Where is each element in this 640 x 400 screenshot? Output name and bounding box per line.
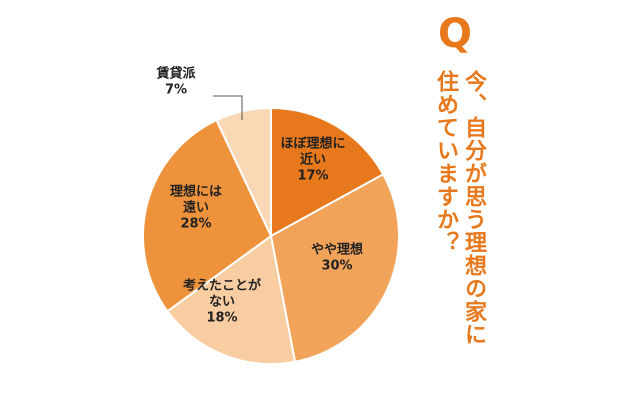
slice-value-label: 28% — [180, 217, 211, 232]
slice-category-label: 理想には — [170, 184, 222, 200]
pie-slice-4 — [142, 118, 273, 313]
slice-category-label: 近い — [300, 152, 326, 168]
slice-category-label: やや理想 — [311, 242, 363, 258]
question-text-line-2: 住めていますか？ — [433, 70, 458, 254]
slice-value-label: 17% — [297, 169, 328, 184]
pie-slice-3 — [166, 234, 297, 365]
pie-slices — [142, 106, 400, 365]
pie-slice-2 — [269, 172, 400, 363]
slice-category-label: 遠い — [183, 200, 209, 216]
slice-category-label: 考えたことが — [183, 278, 261, 294]
slice-category-label: ない — [209, 295, 235, 310]
slice-category-label: 賃貸派 — [155, 66, 196, 82]
slice-value-label: 7% — [165, 83, 187, 98]
question-text-line-1: 今、自分が思う理想の家に — [461, 70, 486, 346]
slice-value-label: 18% — [206, 311, 237, 326]
slice-category-label: ほぼ理想に — [280, 136, 345, 152]
pie-slice-1 — [270, 106, 385, 238]
callout-line — [213, 95, 243, 120]
question-mark-q: Q — [438, 11, 473, 57]
pie-slice-5 — [215, 106, 272, 237]
slice-value-label: 30% — [321, 259, 352, 274]
question-block: Q 今、自分が思う理想の家に 住めていますか？ — [428, 14, 608, 394]
